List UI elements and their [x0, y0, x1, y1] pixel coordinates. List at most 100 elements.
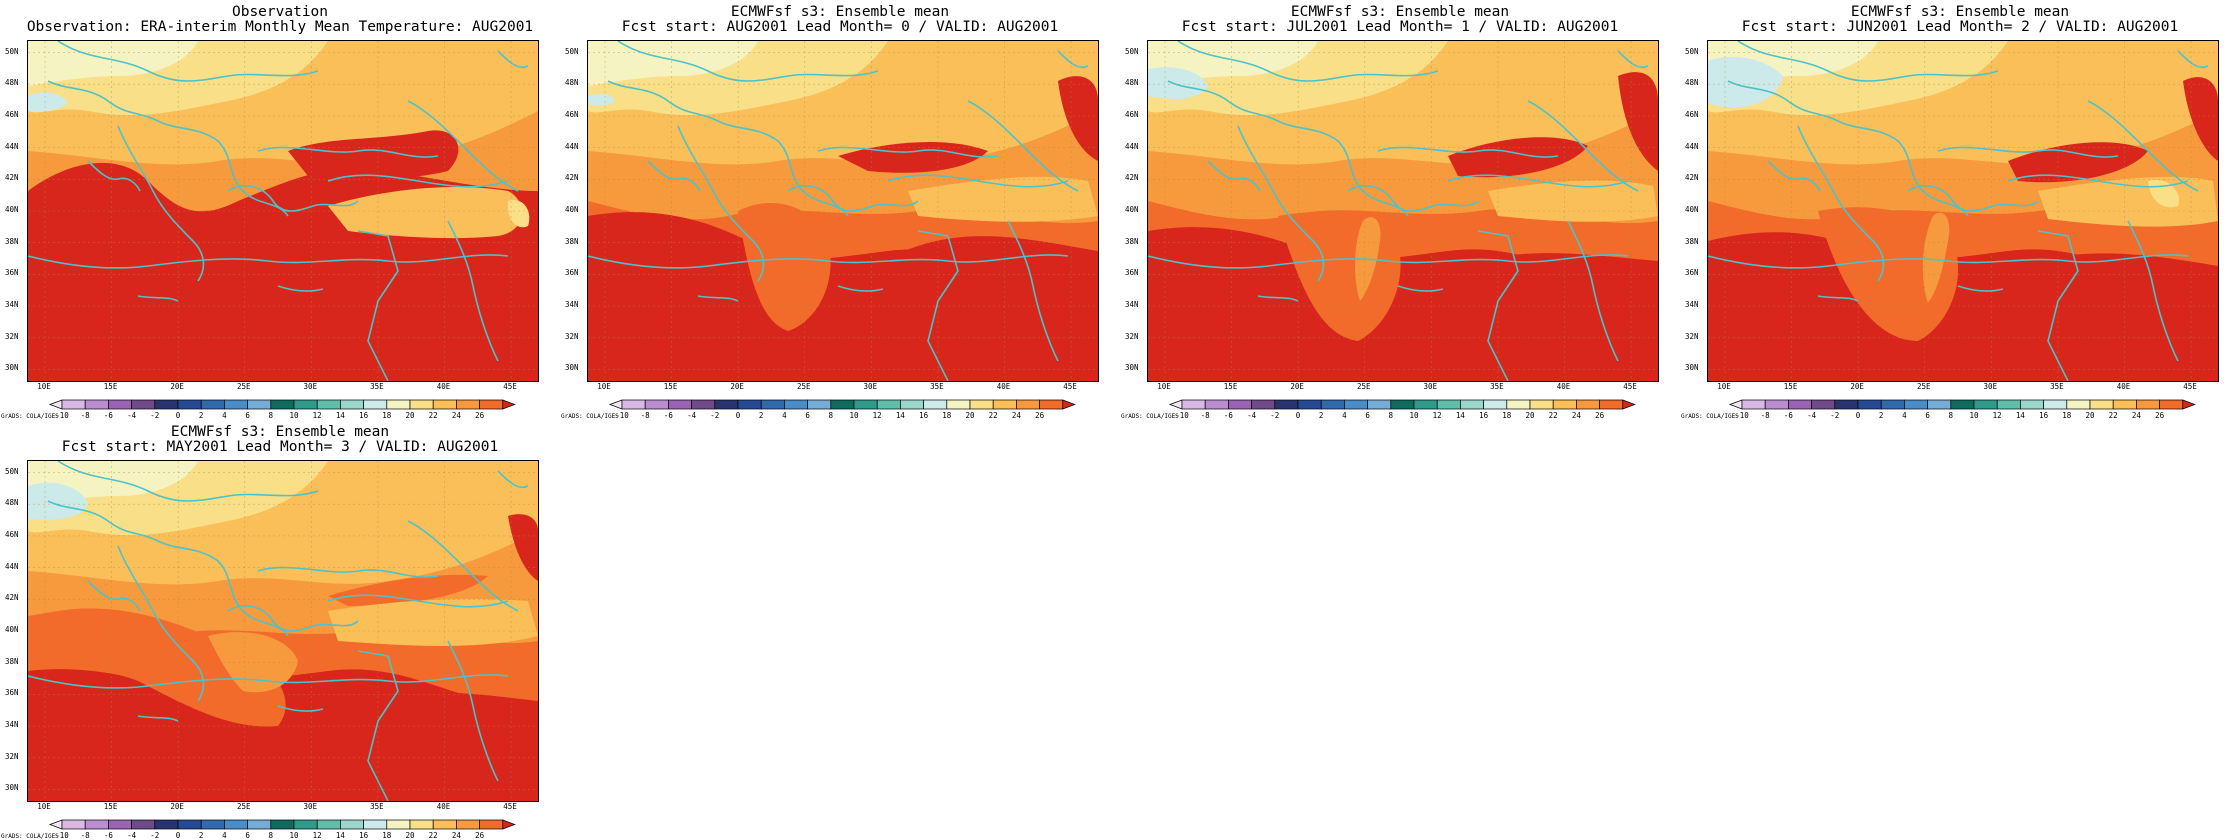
- longitude-tick-label: 10E: [37, 802, 51, 811]
- colorbar-swatch: [479, 819, 504, 830]
- isotherm-band: [28, 41, 198, 86]
- coastline: [137, 715, 179, 722]
- colorbar-swatch: [61, 399, 86, 410]
- colorbar-tick-label: 24: [1571, 411, 1581, 420]
- coastline: [1737, 41, 1999, 82]
- colorbar-tick-label: 10: [1969, 411, 1979, 420]
- colorbar-swatch: [1950, 399, 1975, 410]
- colorbar-tick-label: 20: [405, 831, 415, 840]
- isotherm-band: [2008, 142, 2148, 183]
- longitude-tick-label: 25E: [236, 382, 251, 391]
- isotherm-band: [1708, 232, 2218, 381]
- colorbar-tick-label: -2: [150, 831, 160, 840]
- colorbar-tick-label: -4: [687, 411, 697, 420]
- temperature-map: [1707, 40, 2219, 382]
- coastline: [677, 125, 765, 282]
- coastline: [1007, 220, 1059, 362]
- colorbar-tick-label: 18: [382, 831, 392, 840]
- colorbar-swatch: [154, 399, 179, 410]
- isotherm-band: [28, 608, 286, 727]
- colorbar-tick-label: 14: [895, 411, 905, 420]
- colorbar-tick-label: 2: [1878, 411, 1884, 420]
- colorbar-tick-label: 12: [1992, 411, 2002, 420]
- colorbar-swatch: [621, 399, 646, 410]
- colorbar-tick-label: -10: [1735, 411, 1749, 420]
- isotherm-band: [208, 632, 298, 693]
- colorbar-swatch: [1251, 399, 1276, 410]
- colorbar-swatch: [1880, 399, 1905, 410]
- coastline: [1797, 125, 1885, 282]
- isotherm-band: [288, 130, 459, 180]
- colorbar-tick-label: -6: [663, 411, 673, 420]
- temperature-map: [27, 40, 539, 382]
- colorbar-tick-label: -8: [80, 411, 90, 420]
- colorbar-tick-label: -10: [55, 411, 69, 420]
- longitude-tick-label: 40E: [436, 382, 451, 391]
- isotherm-band: [738, 202, 831, 331]
- map-panel-lead-3: ECMWFsf s3: Ensemble mean Fcst start: MA…: [0, 420, 560, 840]
- colorbar-swatch: [2112, 399, 2137, 410]
- coastline: [2177, 50, 2209, 69]
- colorbar-tick-label: 24: [451, 831, 461, 840]
- colorbar-swatch: [1552, 399, 1577, 410]
- longitude-tick-label: 45E: [503, 802, 517, 811]
- colorbar-tick-label: 22: [1548, 411, 1558, 420]
- coastline: [1148, 254, 1629, 269]
- colorbar-swatch: [714, 399, 739, 410]
- latitude-tick-label: 32N: [5, 331, 19, 341]
- map-panel-observation: Observation Observation: ERA-interim Mon…: [0, 0, 560, 420]
- colorbar-tick-label: 16: [359, 831, 369, 840]
- colorbar-swatch: [1811, 399, 1836, 410]
- colorbar-tick-label: 8: [1948, 411, 1954, 420]
- colorbar-tick-label: 18: [1502, 411, 1512, 420]
- panel-title: ECMWFsf s3: Ensemble mean: [1290, 4, 1510, 20]
- temperature-field: [588, 41, 1098, 381]
- isotherm-band: [1488, 180, 1658, 222]
- latitude-tick-label: 46N: [1125, 109, 1139, 119]
- coastline: [28, 254, 509, 269]
- colorbar-swatch: [154, 819, 179, 830]
- colorbar-swatch: [1436, 399, 1461, 410]
- colorbar-tick-label: 0: [175, 831, 181, 840]
- colorbar-swatch: [876, 399, 901, 410]
- isotherm-band: [2183, 77, 2218, 161]
- coastline: [327, 174, 509, 188]
- coastline: [497, 50, 529, 69]
- colorbar-tick-label: -4: [1807, 411, 1817, 420]
- colorbar-swatch: [270, 399, 295, 410]
- latitude-tick-label: 42N: [5, 593, 19, 603]
- latitude-tick-label: 32N: [5, 751, 19, 761]
- colorbar-tick-label: 8: [268, 831, 274, 840]
- coastline: [277, 285, 324, 292]
- colorbar-tick-label: 12: [312, 831, 322, 840]
- latitude-tick-label: 30N: [565, 363, 579, 373]
- longitude-tick-label: 15E: [1783, 382, 1798, 391]
- isotherm-band: [1448, 137, 1588, 178]
- longitude-tick-label: 15E: [103, 382, 118, 391]
- colorbar-tick-label: -6: [1223, 411, 1233, 420]
- isotherm-band: [1618, 72, 1658, 171]
- coastline: [1057, 50, 1089, 69]
- colorbar-swatch: [84, 399, 109, 410]
- colorbar-max-arrow: [2182, 399, 2196, 410]
- latitude-tick-label: 48N: [5, 78, 19, 88]
- colorbar-swatch: [1529, 399, 1554, 410]
- colorbar-swatch: [456, 399, 480, 410]
- colorbar-tick-label: 22: [428, 411, 438, 420]
- colorbar-tick-label: 26: [475, 831, 485, 840]
- colorbar-tick-label: 8: [268, 411, 274, 420]
- longitude-tick-label: 40E: [2116, 382, 2131, 391]
- panel-subtitle: Fcst start: JUN2001 Lead Month= 2 / VALI…: [1741, 19, 2179, 35]
- latitude-tick-label: 36N: [5, 268, 19, 278]
- longitude-tick-label: 25E: [1356, 382, 1371, 391]
- coastline: [607, 80, 849, 217]
- colorbar-swatch: [200, 399, 225, 410]
- colorbar-swatch: [84, 819, 109, 830]
- latitude-tick-label: 44N: [565, 141, 579, 151]
- coastline: [917, 230, 959, 381]
- colorbar-swatch: [386, 399, 411, 410]
- colorbar-bar: [49, 819, 516, 830]
- colorbar-swatch: [2159, 399, 2184, 410]
- longitude-tick-label: 35E: [1490, 382, 1504, 391]
- colorbar-tick-label: -2: [1270, 411, 1280, 420]
